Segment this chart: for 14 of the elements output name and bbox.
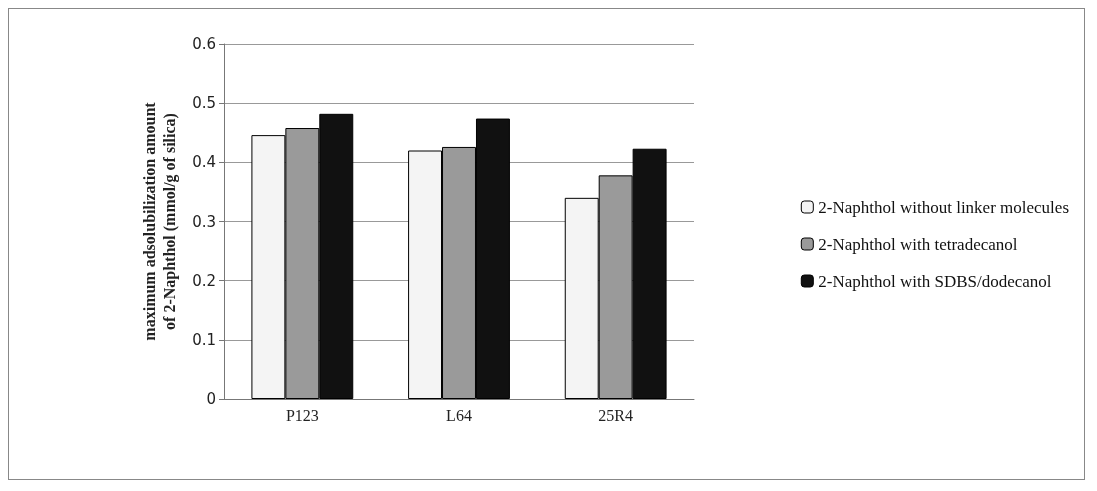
y-tick-label: 0.1 <box>192 330 216 349</box>
y-tick-label: 0.4 <box>192 153 216 172</box>
x-tick-label: 25R4 <box>598 406 633 424</box>
y-tick-label: 0.3 <box>192 212 216 231</box>
legend-label: 2-Naphthol without linker molecules <box>818 197 1069 217</box>
y-tick-label: 0.2 <box>192 271 216 290</box>
legend-label: 2-Naphthol with tetradecanol <box>818 234 1018 254</box>
x-tick-label: P123 <box>285 406 319 424</box>
y-tick-label: 0.6 <box>192 35 216 53</box>
legend-label: 2-Naphthol with SDBS/dodecanol <box>818 271 1052 291</box>
y-tick-label: 0.5 <box>192 94 216 113</box>
y-axis-title: maximum adsolubilization amount of 2-Naphthol (mmol/g of silica) <box>140 101 179 341</box>
x-tick-label: L64 <box>446 406 472 424</box>
y-tick-label: 0 <box>206 390 216 408</box>
